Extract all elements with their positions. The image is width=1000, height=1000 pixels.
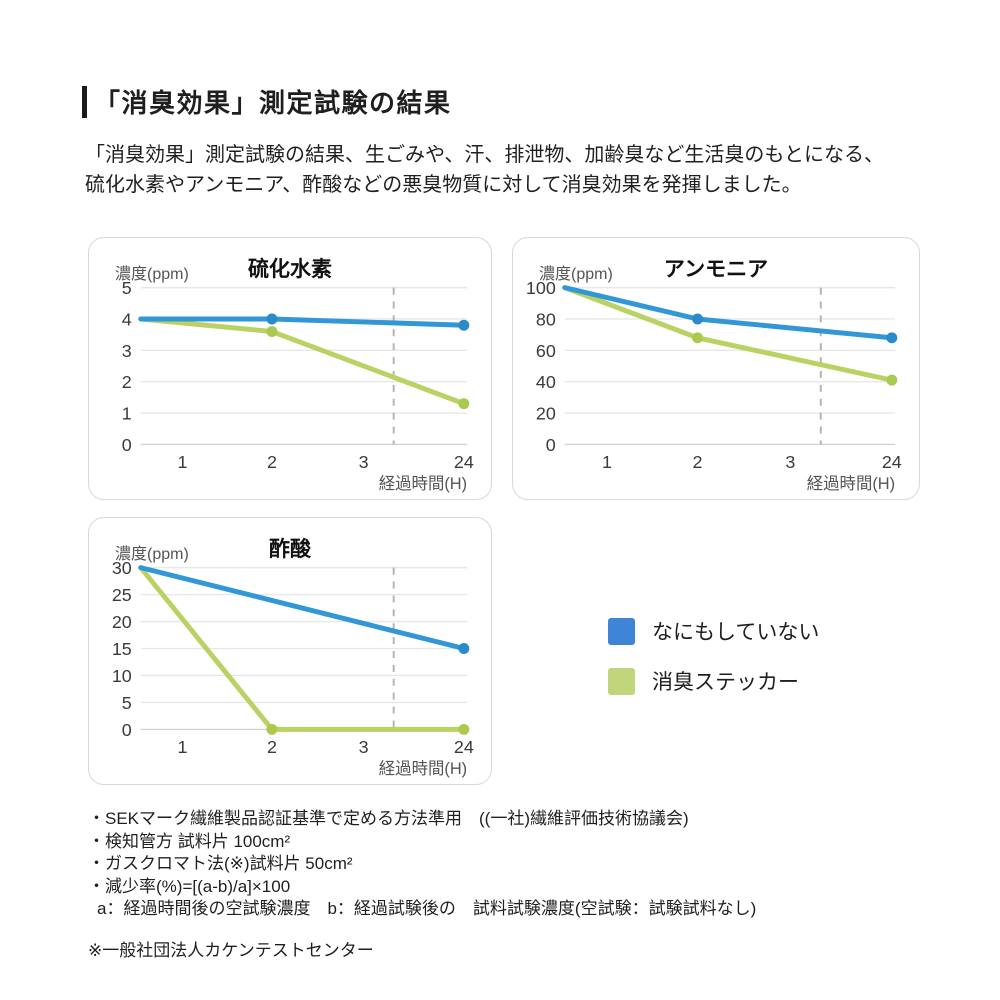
note-line: ・SEKマーク繊維製品認証基準で定める方法準用 ((一社)繊維評価技術協議会) bbox=[88, 809, 689, 828]
svg-text:4: 4 bbox=[122, 309, 132, 329]
acetic-acid-line-chart: 0 5 10 15 20 25 30 1 2 3 24 経過時間(H) bbox=[112, 558, 474, 778]
svg-text:2: 2 bbox=[122, 372, 132, 392]
svg-text:3: 3 bbox=[359, 452, 369, 472]
chart-title-hydrogen-sulfide: 硫化水素 bbox=[248, 258, 332, 281]
svg-text:2: 2 bbox=[267, 452, 277, 472]
svg-text:20: 20 bbox=[112, 612, 132, 632]
svg-text:24: 24 bbox=[454, 452, 474, 472]
svg-text:80: 80 bbox=[536, 309, 556, 329]
page-title-block: 「消臭効果」測定試験の結果 bbox=[82, 83, 452, 120]
title-accent-bar bbox=[82, 85, 87, 118]
svg-text:2: 2 bbox=[267, 737, 277, 757]
legend-label-deodorant-sticker: 消臭ステッカー bbox=[652, 671, 799, 694]
svg-text:1: 1 bbox=[122, 404, 132, 424]
svg-text:3: 3 bbox=[785, 452, 795, 472]
svg-text:0: 0 bbox=[122, 720, 132, 740]
svg-text:1: 1 bbox=[602, 452, 612, 472]
chart-card-acetic-acid: 0 5 10 15 20 25 30 1 2 3 24 経過時間(H) 濃度(ppm) 酢酸 bbox=[88, 517, 492, 785]
svg-text:20: 20 bbox=[536, 404, 556, 424]
svg-text:0: 0 bbox=[546, 435, 556, 455]
svg-text:2: 2 bbox=[693, 452, 703, 472]
ammonia-line-chart: 0 20 40 60 80 100 1 2 3 24 経過時間(H) bbox=[526, 278, 902, 493]
hydrogen-sulfide-line-chart: 0 1 2 3 4 5 1 2 3 24 経過時間(H) bbox=[122, 278, 474, 493]
svg-text:経過時間(H): 経過時間(H) bbox=[807, 475, 895, 493]
svg-text:経過時間(H): 経過時間(H) bbox=[379, 760, 467, 778]
note-line: a：経過時間後の空試験濃度 b：経過試験後の 試料試験濃度(空試験：試験試料なし… bbox=[97, 899, 757, 919]
svg-text:24: 24 bbox=[882, 452, 902, 472]
svg-text:1: 1 bbox=[178, 452, 188, 472]
page-title: 「消臭効果」測定試験の結果 bbox=[94, 88, 452, 118]
svg-text:25: 25 bbox=[112, 585, 132, 605]
svg-text:40: 40 bbox=[536, 372, 556, 392]
legend-swatch-green bbox=[608, 667, 635, 695]
chart-title-ammonia: アンモニア bbox=[663, 258, 769, 281]
svg-text:5: 5 bbox=[122, 278, 132, 298]
note-line: ・ガスクロマト法(※)試料片 50cm² bbox=[88, 854, 353, 874]
svg-text:1: 1 bbox=[178, 737, 188, 757]
svg-text:0: 0 bbox=[122, 435, 132, 455]
svg-text:経過時間(H): 経過時間(H) bbox=[379, 475, 467, 493]
chart-card-ammonia: 0 20 40 60 80 100 1 2 3 24 経過時間(H) 濃度(ppm) アンモニア bbox=[512, 237, 920, 500]
svg-text:3: 3 bbox=[122, 341, 132, 361]
y-axis-label: 濃度(ppm) bbox=[115, 546, 189, 563]
legend-swatch-blue bbox=[608, 617, 635, 645]
svg-text:100: 100 bbox=[526, 278, 556, 298]
svg-text:30: 30 bbox=[112, 558, 132, 578]
note-line: ・減少率(%)=[(a-b)/a]×100 bbox=[88, 876, 291, 896]
note-line: ・検知管方 試料片 100cm² bbox=[88, 831, 291, 851]
legend-item-untreated: なにもしていない bbox=[608, 616, 819, 646]
y-axis-label: 濃度(ppm) bbox=[539, 266, 613, 283]
legend: なにもしていない 消臭ステッカー bbox=[608, 616, 819, 716]
svg-text:10: 10 bbox=[112, 666, 132, 686]
test-method-notes: ・SEKマーク繊維製品認証基準で定める方法準用 ((一社)繊維評価技術協議会) … bbox=[88, 808, 756, 921]
legend-label-untreated: なにもしていない bbox=[652, 621, 820, 644]
svg-text:60: 60 bbox=[536, 341, 556, 361]
svg-text:5: 5 bbox=[122, 693, 132, 713]
footnote: ※一般社団法人カケンテストセンター bbox=[88, 941, 374, 960]
chart-title-acetic-acid: 酢酸 bbox=[269, 538, 311, 561]
intro-text: 「消臭効果」測定試験の結果、生ごみや、汗、排泄物、加齢臭など生活臭のもとになる、… bbox=[85, 144, 884, 196]
svg-text:24: 24 bbox=[454, 737, 474, 757]
y-axis-label: 濃度(ppm) bbox=[115, 266, 189, 283]
svg-text:15: 15 bbox=[112, 639, 132, 659]
svg-text:3: 3 bbox=[359, 737, 369, 757]
chart-card-hydrogen-sulfide: 0 1 2 3 4 5 1 2 3 24 経過時間(H) 濃度(ppm) 硫化水素 bbox=[88, 237, 492, 500]
legend-item-deodorant-sticker: 消臭ステッカー bbox=[608, 666, 819, 696]
